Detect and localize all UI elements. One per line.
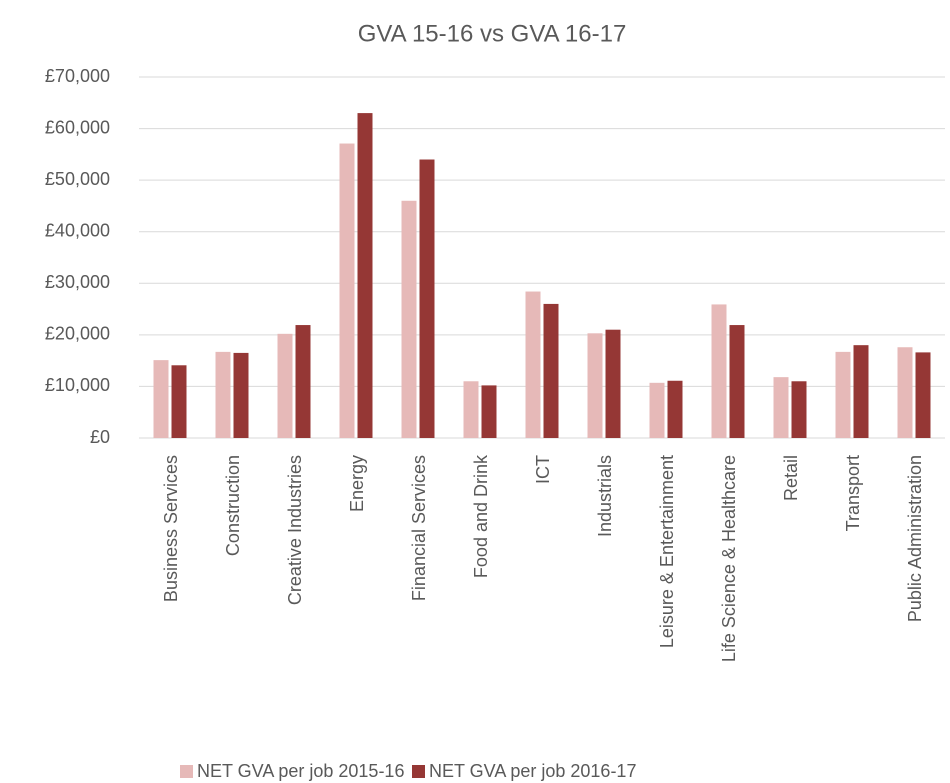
bar xyxy=(357,113,373,438)
x-tick-label: Business Services xyxy=(161,455,181,602)
bar xyxy=(153,360,169,438)
bar xyxy=(401,200,417,438)
y-tick-label: £10,000 xyxy=(45,375,110,395)
bar xyxy=(853,345,869,438)
bar xyxy=(525,291,541,438)
bar xyxy=(277,333,293,438)
bar xyxy=(481,385,497,438)
y-tick-label: £50,000 xyxy=(45,169,110,189)
x-tick-label: ICT xyxy=(533,455,553,484)
bar xyxy=(773,377,789,438)
bar xyxy=(791,381,807,438)
y-tick-label: £70,000 xyxy=(45,66,110,86)
x-tick-label: Transport xyxy=(843,455,863,531)
x-tick-label: Industrials xyxy=(595,455,615,537)
bar xyxy=(605,329,621,438)
x-tick-label: Food and Drink xyxy=(471,454,491,578)
bar xyxy=(711,304,727,438)
bar xyxy=(419,159,435,438)
bar xyxy=(233,352,249,438)
bar xyxy=(897,347,913,438)
y-tick-label: £30,000 xyxy=(45,272,110,292)
x-tick-label: Retail xyxy=(781,455,801,501)
y-tick-label: £40,000 xyxy=(45,220,110,240)
bar xyxy=(915,352,931,438)
x-tick-label: Public Administration xyxy=(905,455,925,622)
bar xyxy=(171,365,187,438)
legend-label: NET GVA per job 2015-16 xyxy=(197,761,404,781)
x-tick-label: Energy xyxy=(347,455,367,512)
legend-swatch xyxy=(180,765,193,778)
bar xyxy=(835,351,851,438)
bar xyxy=(587,333,603,438)
bar xyxy=(543,303,559,438)
x-tick-label: Leisure & Entertainment xyxy=(657,455,677,648)
x-tick-label: Life Science & Healthcare xyxy=(719,455,739,662)
bar xyxy=(463,381,479,438)
legend-swatch xyxy=(412,765,425,778)
x-tick-label: Creative Industries xyxy=(285,455,305,605)
y-tick-label: £0 xyxy=(90,427,110,447)
bar xyxy=(667,380,683,438)
legend-label: NET GVA per job 2016-17 xyxy=(429,761,636,781)
bar xyxy=(729,325,745,438)
bar xyxy=(339,143,355,438)
bar xyxy=(295,325,311,438)
y-tick-label: £60,000 xyxy=(45,117,110,137)
y-tick-label: £20,000 xyxy=(45,324,110,344)
x-tick-label: Financial Services xyxy=(409,455,429,601)
x-tick-label: Construction xyxy=(223,455,243,556)
bar xyxy=(215,351,231,438)
bar xyxy=(649,382,665,438)
chart-title: GVA 15-16 vs GVA 16-17 xyxy=(358,20,627,47)
